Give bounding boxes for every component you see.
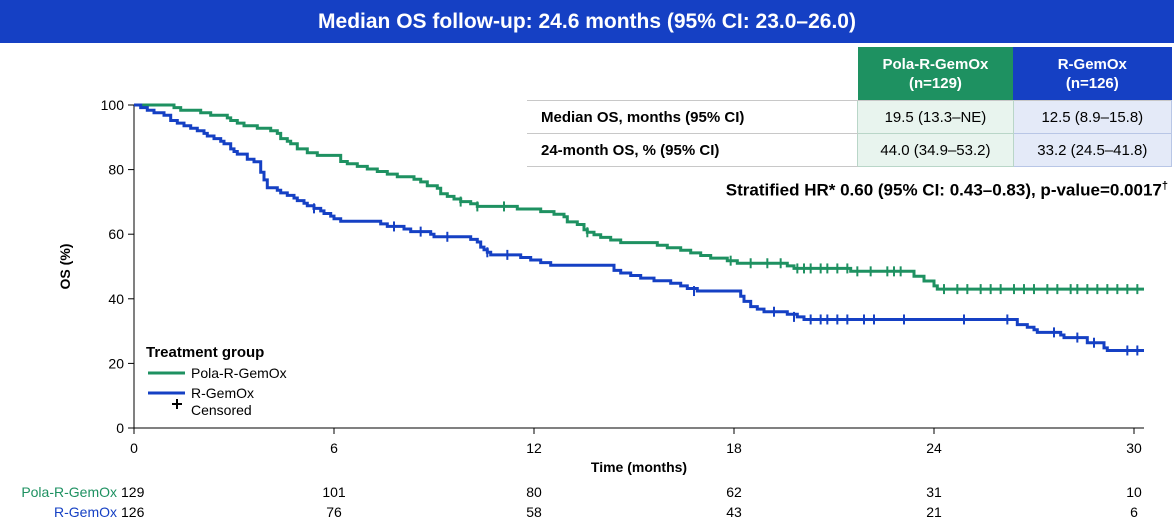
table-header-pola: Pola-R-GemOx (n=129) bbox=[857, 47, 1014, 101]
legend-label: Pola-R-GemOx bbox=[191, 365, 287, 381]
at-risk-count: 43 bbox=[726, 504, 742, 520]
median-os-table: Pola-R-GemOx (n=129) R-GemOx (n=126) Med… bbox=[527, 47, 1173, 167]
y-tick-label: 0 bbox=[116, 420, 124, 436]
y-tick-label: 80 bbox=[108, 162, 124, 178]
table-header-rgemox-name: R-GemOx bbox=[1057, 55, 1127, 73]
table-cell-rgemox: 12.5 (8.9–15.8) bbox=[1012, 100, 1173, 134]
y-tick-label: 100 bbox=[101, 97, 125, 113]
at-risk-count: 62 bbox=[726, 484, 742, 500]
table-header-pola-name: Pola-R-GemOx bbox=[882, 55, 989, 73]
legend-label: R-GemOx bbox=[191, 385, 254, 401]
x-tick-label: 6 bbox=[330, 440, 338, 456]
x-tick-label: 0 bbox=[130, 440, 138, 456]
table-cell-pola: 44.0 (34.9–53.2) bbox=[857, 133, 1014, 167]
at-risk-label: R-GemOx bbox=[54, 504, 117, 520]
banner-title: Median OS follow-up: 24.6 months (95% CI… bbox=[318, 9, 856, 33]
x-tick-label: 18 bbox=[726, 440, 742, 456]
at-risk-count: 80 bbox=[526, 484, 542, 500]
table-row-label: 24-month OS, % (95% CI) bbox=[527, 133, 858, 167]
table-header-row: Pola-R-GemOx (n=129) R-GemOx (n=126) bbox=[527, 47, 1172, 101]
at-risk-count: 10 bbox=[1126, 484, 1142, 500]
hazard-ratio-value: Stratified HR* 0.60 (95% CI: 0.43–0.83),… bbox=[725, 180, 1162, 200]
table-header-rgemox: R-GemOx (n=126) bbox=[1013, 47, 1172, 101]
x-axis-title: Time (months) bbox=[591, 459, 687, 475]
hazard-ratio-text: Stratified HR* 0.60 (95% CI: 0.43–0.83),… bbox=[726, 180, 1168, 201]
at-risk-count: 21 bbox=[926, 504, 942, 520]
table-row-label: Median OS, months (95% CI) bbox=[527, 100, 858, 134]
table-cell-pola: 19.5 (13.3–NE) bbox=[857, 100, 1014, 134]
at-risk-count: 58 bbox=[526, 504, 542, 520]
at-risk-count: 76 bbox=[326, 504, 342, 520]
hazard-ratio-footnote-mark: † bbox=[1161, 180, 1168, 192]
at-risk-count: 6 bbox=[1130, 504, 1138, 520]
at-risk-count: 101 bbox=[322, 484, 346, 500]
legend-censored-label: Censored bbox=[191, 402, 252, 418]
legend-title: Treatment group bbox=[146, 344, 264, 361]
title-banner: Median OS follow-up: 24.6 months (95% CI… bbox=[0, 0, 1174, 43]
y-axis-title: OS (%) bbox=[57, 244, 73, 290]
x-tick-label: 24 bbox=[926, 440, 942, 456]
table-header-blank bbox=[527, 47, 858, 101]
at-risk-count: 31 bbox=[926, 484, 942, 500]
x-tick-label: 12 bbox=[526, 440, 542, 456]
table-cell-rgemox: 33.2 (24.5–41.8) bbox=[1012, 133, 1173, 167]
table-header-rgemox-n: (n=126) bbox=[1065, 74, 1119, 92]
km-curve-pola-r-gemox bbox=[134, 103, 1144, 291]
km-curve-r-gemox bbox=[134, 103, 1144, 352]
table-row-median-os: Median OS, months (95% CI) 19.5 (13.3–NE… bbox=[527, 100, 1173, 134]
table-row-24-month-os: 24-month OS, % (95% CI) 44.0 (34.9–53.2)… bbox=[527, 133, 1173, 167]
at-risk-label: Pola-R-GemOx bbox=[21, 484, 117, 500]
x-tick-label: 30 bbox=[1126, 440, 1142, 456]
table-header-pola-n: (n=129) bbox=[908, 74, 962, 92]
y-tick-label: 60 bbox=[108, 226, 124, 242]
at-risk-count: 129 bbox=[121, 484, 145, 500]
y-tick-label: 40 bbox=[108, 291, 124, 307]
at-risk-count: 126 bbox=[121, 504, 145, 520]
y-tick-label: 20 bbox=[108, 355, 124, 371]
